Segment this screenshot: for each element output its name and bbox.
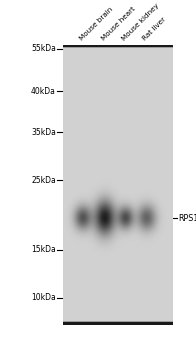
- Text: Mouse kidney: Mouse kidney: [121, 2, 161, 42]
- Text: 40kDa: 40kDa: [31, 87, 56, 96]
- Text: RPS17: RPS17: [178, 214, 196, 223]
- Text: Mouse heart: Mouse heart: [100, 6, 136, 42]
- Text: 35kDa: 35kDa: [31, 128, 56, 137]
- Text: 55kDa: 55kDa: [31, 44, 56, 53]
- Text: Rat liver: Rat liver: [142, 16, 167, 42]
- Text: 15kDa: 15kDa: [31, 245, 56, 254]
- Text: 10kDa: 10kDa: [31, 293, 56, 302]
- Text: 25kDa: 25kDa: [31, 176, 56, 184]
- Text: Mouse brain: Mouse brain: [78, 6, 114, 42]
